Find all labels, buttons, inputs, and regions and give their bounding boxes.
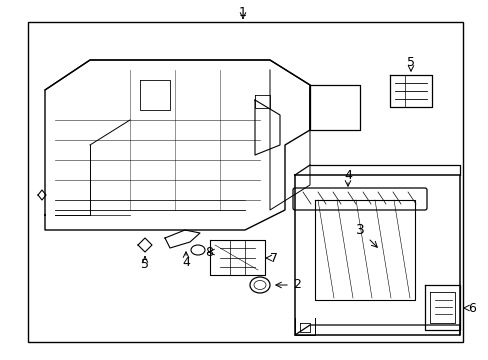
Text: 5: 5 — [406, 55, 414, 68]
Text: 5: 5 — [141, 257, 149, 270]
Text: 2: 2 — [292, 279, 300, 292]
Text: 1: 1 — [239, 5, 246, 18]
Text: 8: 8 — [204, 247, 213, 260]
Text: 6: 6 — [467, 302, 475, 315]
Bar — [28, 22, 462, 342]
Text: 4: 4 — [344, 168, 351, 181]
Text: 7: 7 — [269, 252, 278, 265]
Text: 4: 4 — [182, 256, 189, 269]
Text: 3: 3 — [355, 223, 364, 237]
